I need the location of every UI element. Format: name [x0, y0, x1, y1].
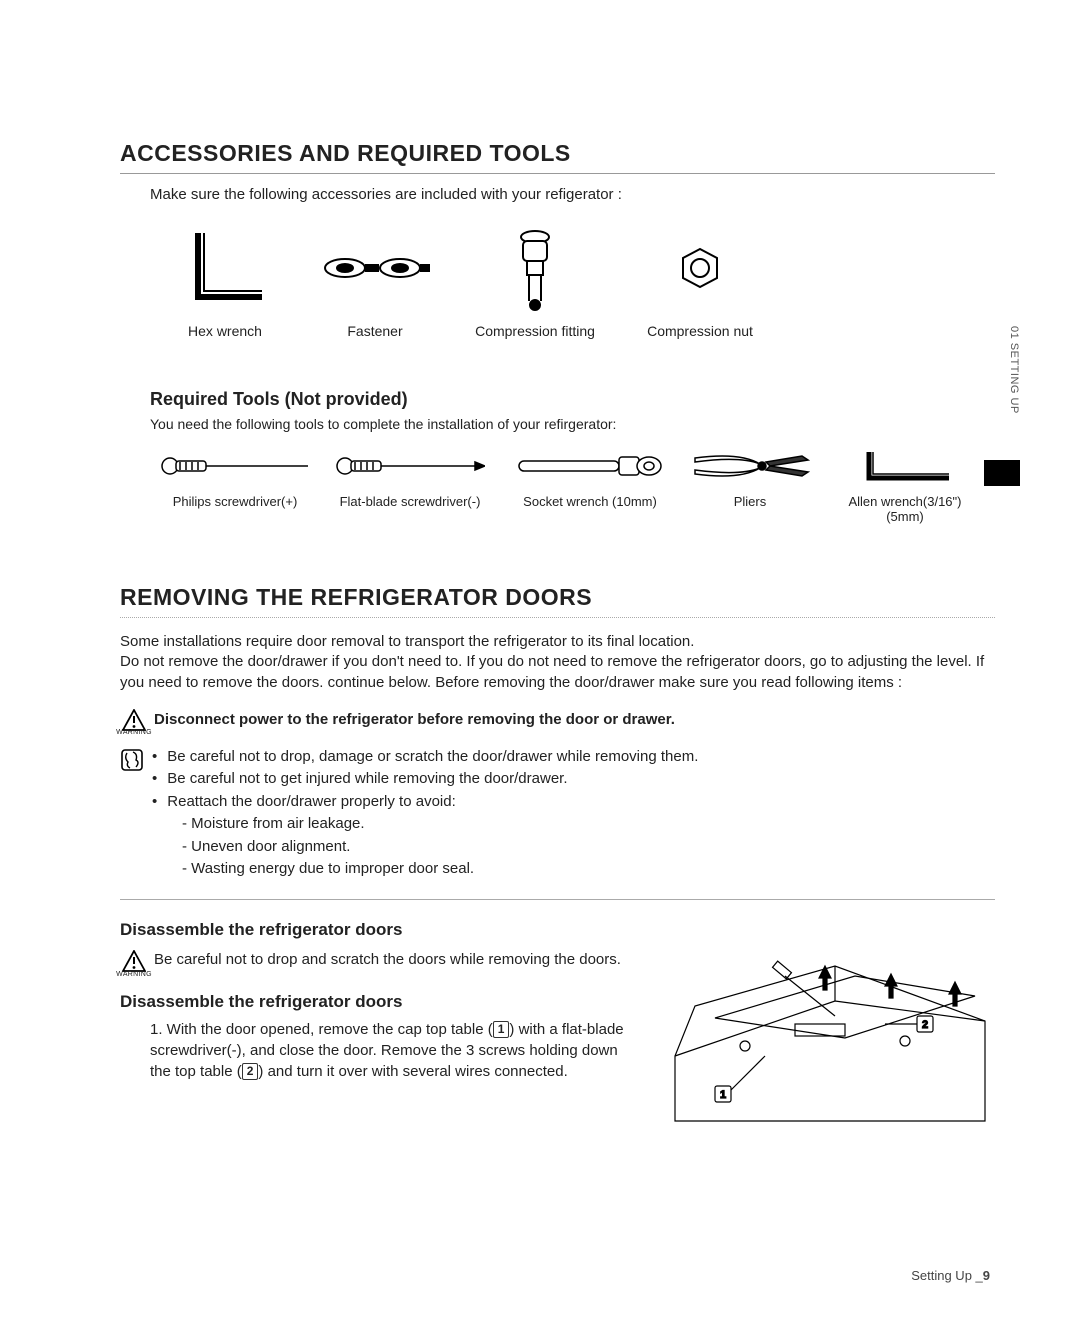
notes-block: Be careful not to drop, damage or scratc…	[120, 746, 995, 881]
notes-body: Be careful not to drop, damage or scratc…	[152, 746, 698, 881]
acc-hex-wrench: Hex wrench	[150, 223, 300, 339]
disassemble-title-2: Disassemble the refrigerator doors	[120, 990, 635, 1014]
fastener-icon	[300, 223, 450, 313]
removing-doors-title: REMOVING THE REFRIGERATOR DOORS	[120, 584, 995, 611]
step-row: WARNING Be careful not to drop and scrat…	[120, 946, 995, 1126]
socket-wrench-icon	[500, 446, 680, 486]
note-dash: - Wasting energy due to improper door se…	[182, 858, 698, 881]
disassemble-title-1: Disassemble the refrigerator doors	[120, 920, 995, 940]
page-footer: Setting Up _9	[911, 1268, 990, 1283]
removing-doors-para: Some installations require door removal …	[120, 632, 995, 693]
acc-fastener: Fastener	[300, 223, 450, 339]
tool-philips: Philips screwdriver(+)	[150, 446, 320, 509]
tool-label: Allen wrench(3/16")	[820, 494, 990, 509]
side-tab: 01 SETTING UP	[984, 300, 1020, 560]
divider	[120, 173, 995, 174]
footer-section: Setting Up _	[911, 1268, 983, 1283]
tool-allen: Allen wrench(3/16") (5mm)	[820, 446, 990, 524]
tool-sublabel: (5mm)	[820, 509, 990, 524]
step-text-col: WARNING Be careful not to drop and scrat…	[120, 946, 635, 1083]
warning-icon-stack: WARNING	[120, 950, 148, 980]
warning-icon	[122, 950, 146, 972]
accessories-title: ACCESSORIES AND REQUIRED TOOLS	[120, 140, 995, 167]
step1-pre: 1. With the door opened, remove the cap …	[150, 1021, 493, 1038]
callout-1: 1	[493, 1021, 510, 1037]
accessories-intro: Make sure the following accessories are …	[150, 186, 995, 203]
compression-fitting-icon	[450, 223, 620, 313]
page: 01 SETTING UP ACCESSORIES AND REQUIRED T…	[0, 0, 1080, 1343]
warning-text: Disconnect power to the refrigerator bef…	[154, 709, 675, 728]
tool-label: Flat-blade screwdriver(-)	[320, 494, 500, 509]
flat-screwdriver-icon	[320, 446, 500, 486]
warning-label-text: WARNING	[116, 970, 152, 980]
door-diagram: 1 2	[655, 946, 995, 1126]
tool-socket: Socket wrench (10mm)	[500, 446, 680, 509]
warning-label-text: WARNING	[116, 729, 152, 736]
footer-page-number: 9	[983, 1268, 990, 1283]
note-dash: - Uneven door alignment.	[182, 836, 698, 859]
note-item: Be careful not to drop, damage or scratc…	[152, 746, 698, 769]
note-text: Reattach the door/drawer properly to avo…	[167, 791, 456, 814]
note-text: Be careful not to get injured while remo…	[167, 768, 567, 791]
note-icon	[120, 748, 144, 881]
callout-2: 2	[242, 1063, 259, 1079]
note-item: Be careful not to get injured while remo…	[152, 768, 698, 791]
tool-label: Socket wrench (10mm)	[500, 494, 680, 509]
step-1: 1. With the door opened, remove the cap …	[150, 1019, 635, 1082]
step1-mid2: ) and turn it over with several wires co…	[258, 1063, 567, 1080]
compression-nut-icon	[620, 223, 780, 313]
side-tab-label: 01 SETTING UP	[984, 300, 1020, 430]
acc-label: Compression nut	[620, 323, 780, 339]
acc-label: Fastener	[300, 323, 450, 339]
acc-label: Hex wrench	[150, 323, 300, 339]
divider	[120, 899, 995, 900]
required-tools-line: You need the following tools to complete…	[150, 416, 995, 432]
warning-text-2: Be careful not to drop and scratch the d…	[154, 950, 621, 970]
tool-label: Pliers	[680, 494, 820, 509]
svg-text:2: 2	[922, 1019, 928, 1031]
pliers-icon	[680, 446, 820, 486]
warning-icon	[122, 709, 146, 731]
warning-icon-stack: WARNING	[120, 709, 148, 736]
acc-compression-fitting: Compression fitting	[450, 223, 620, 339]
side-tab-marker	[984, 460, 1020, 486]
tools-row: Philips screwdriver(+) Flat-blade screwd…	[150, 446, 995, 524]
tool-pliers: Pliers	[680, 446, 820, 509]
hex-wrench-icon	[150, 223, 300, 313]
note-text: Be careful not to drop, damage or scratc…	[167, 746, 698, 769]
allen-wrench-icon	[820, 446, 990, 486]
philips-screwdriver-icon	[150, 446, 320, 486]
acc-label: Compression fitting	[450, 323, 620, 339]
warning-scratch: WARNING Be careful not to drop and scrat…	[120, 950, 635, 980]
note-item: Reattach the door/drawer properly to avo…	[152, 791, 698, 814]
required-tools-title: Required Tools (Not provided)	[150, 389, 995, 410]
acc-compression-nut: Compression nut	[620, 223, 780, 339]
divider-dotted	[120, 617, 995, 618]
tool-flat: Flat-blade screwdriver(-)	[320, 446, 500, 509]
warning-disconnect: WARNING Disconnect power to the refriger…	[120, 709, 995, 736]
accessories-row: Hex wrench Fastener	[150, 223, 995, 339]
svg-text:1: 1	[720, 1089, 726, 1101]
tool-label: Philips screwdriver(+)	[150, 494, 320, 509]
note-dash: - Moisture from air leakage.	[182, 813, 698, 836]
